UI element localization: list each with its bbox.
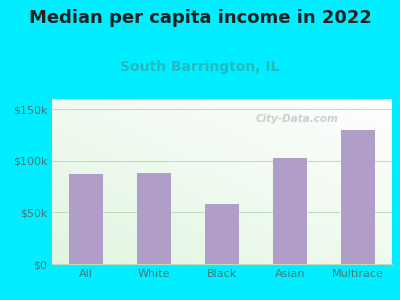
Text: City-Data.com: City-Data.com bbox=[256, 114, 338, 124]
Bar bbox=[69, 174, 103, 264]
Bar bbox=[137, 173, 171, 264]
Text: Median per capita income in 2022: Median per capita income in 2022 bbox=[28, 9, 372, 27]
Text: South Barrington, IL: South Barrington, IL bbox=[120, 60, 280, 74]
Bar bbox=[273, 158, 307, 264]
Bar bbox=[341, 130, 375, 264]
Bar bbox=[205, 204, 239, 264]
